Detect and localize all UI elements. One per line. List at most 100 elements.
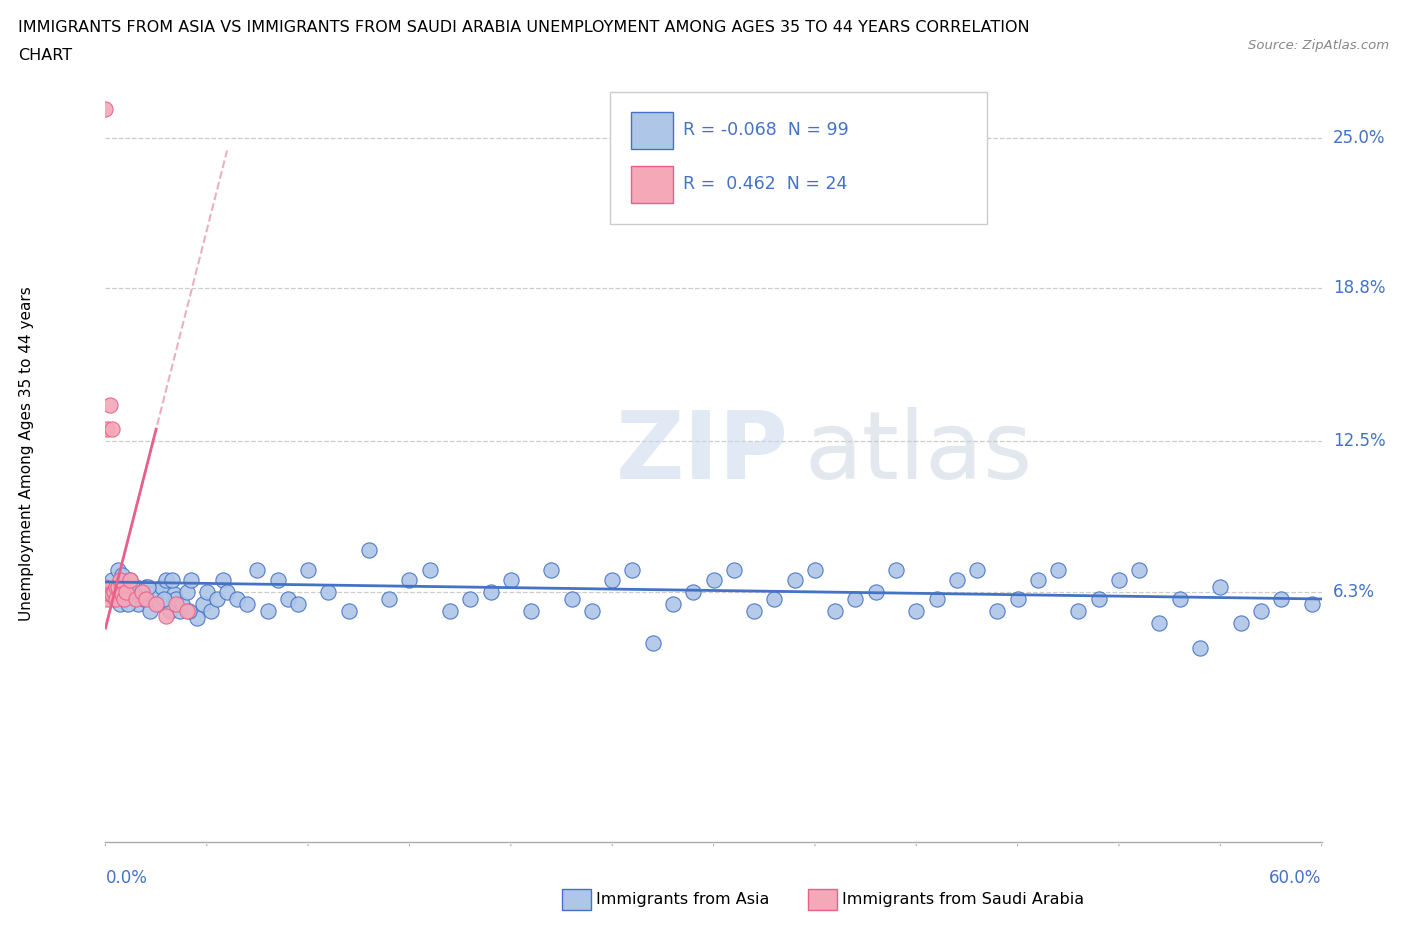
Point [925,591,948,606]
Point [256,604,278,618]
Text: atlas: atlas [804,407,1033,499]
Point [94,579,117,594]
Point [641,635,664,650]
Point [884,563,907,578]
Point [479,584,502,599]
Point [419,563,441,578]
Point [723,563,745,578]
Point [1108,572,1130,587]
Point [104,579,127,594]
Point [96,421,118,436]
Point [100,587,122,602]
Point [98,587,121,602]
Point [165,591,187,606]
Point [1067,604,1090,618]
Point [132,591,155,606]
Point [112,591,135,606]
Point [125,591,148,606]
Point [104,579,127,594]
Text: 12.5%: 12.5% [1333,432,1385,450]
Point [104,591,127,606]
Point [458,591,481,606]
Point [267,572,290,587]
Text: ZIP: ZIP [616,407,789,499]
Point [783,572,806,587]
Point [804,563,827,578]
Point [581,604,603,618]
Point [125,579,148,594]
Point [337,604,360,618]
Point [702,572,725,587]
Point [236,596,259,611]
Point [986,604,1008,618]
Point [398,572,420,587]
Point [107,563,129,578]
Point [145,584,167,599]
Text: 25.0%: 25.0% [1333,129,1385,147]
Point [159,604,181,618]
Point [118,572,141,587]
Point [122,591,145,606]
Point [103,584,125,599]
Point [162,572,184,587]
Point [287,596,309,611]
Point [177,604,200,618]
Point [118,572,141,587]
Point [135,579,157,594]
Point [112,587,135,602]
Text: Immigrants from Saudi Arabia: Immigrants from Saudi Arabia [842,892,1084,907]
Point [682,584,704,599]
Point [561,591,583,606]
Text: 60.0%: 60.0% [1270,870,1322,887]
Point [153,591,176,606]
Text: R =  0.462  N = 24: R = 0.462 N = 24 [683,175,848,193]
Point [200,604,222,618]
Point [155,608,177,623]
Point [114,579,136,594]
Point [357,543,380,558]
Point [763,591,786,606]
Point [217,584,239,599]
Point [98,397,121,412]
Point [1301,596,1323,611]
Point [131,584,153,599]
Point [600,572,623,587]
Point [439,604,461,618]
Point [945,572,967,587]
FancyBboxPatch shape [631,112,673,149]
Text: 18.8%: 18.8% [1333,279,1385,298]
Point [176,604,198,618]
Point [135,591,157,606]
Text: CHART: CHART [18,48,72,63]
Point [246,563,269,578]
Point [1128,563,1150,578]
Point [149,596,172,611]
Point [191,596,214,611]
Point [621,563,644,578]
Point [136,579,159,594]
Point [117,596,139,611]
Point [297,563,319,578]
Point [540,563,562,578]
Point [139,604,162,618]
Point [905,604,928,618]
Point [107,579,129,594]
Point [108,596,131,611]
Text: 0.0%: 0.0% [105,870,148,887]
FancyBboxPatch shape [631,166,673,204]
Point [520,604,543,618]
Point [212,572,235,587]
Point [277,591,299,606]
Point [1209,579,1232,594]
Point [145,596,167,611]
Point [1250,604,1272,618]
Point [1229,616,1251,631]
Point [94,101,117,116]
Point [1087,591,1109,606]
Point [103,591,125,606]
Point [378,591,401,606]
Text: Unemployment Among Ages 35 to 44 years: Unemployment Among Ages 35 to 44 years [18,286,34,620]
Point [1168,591,1191,606]
Point [163,587,186,602]
Point [1270,591,1292,606]
